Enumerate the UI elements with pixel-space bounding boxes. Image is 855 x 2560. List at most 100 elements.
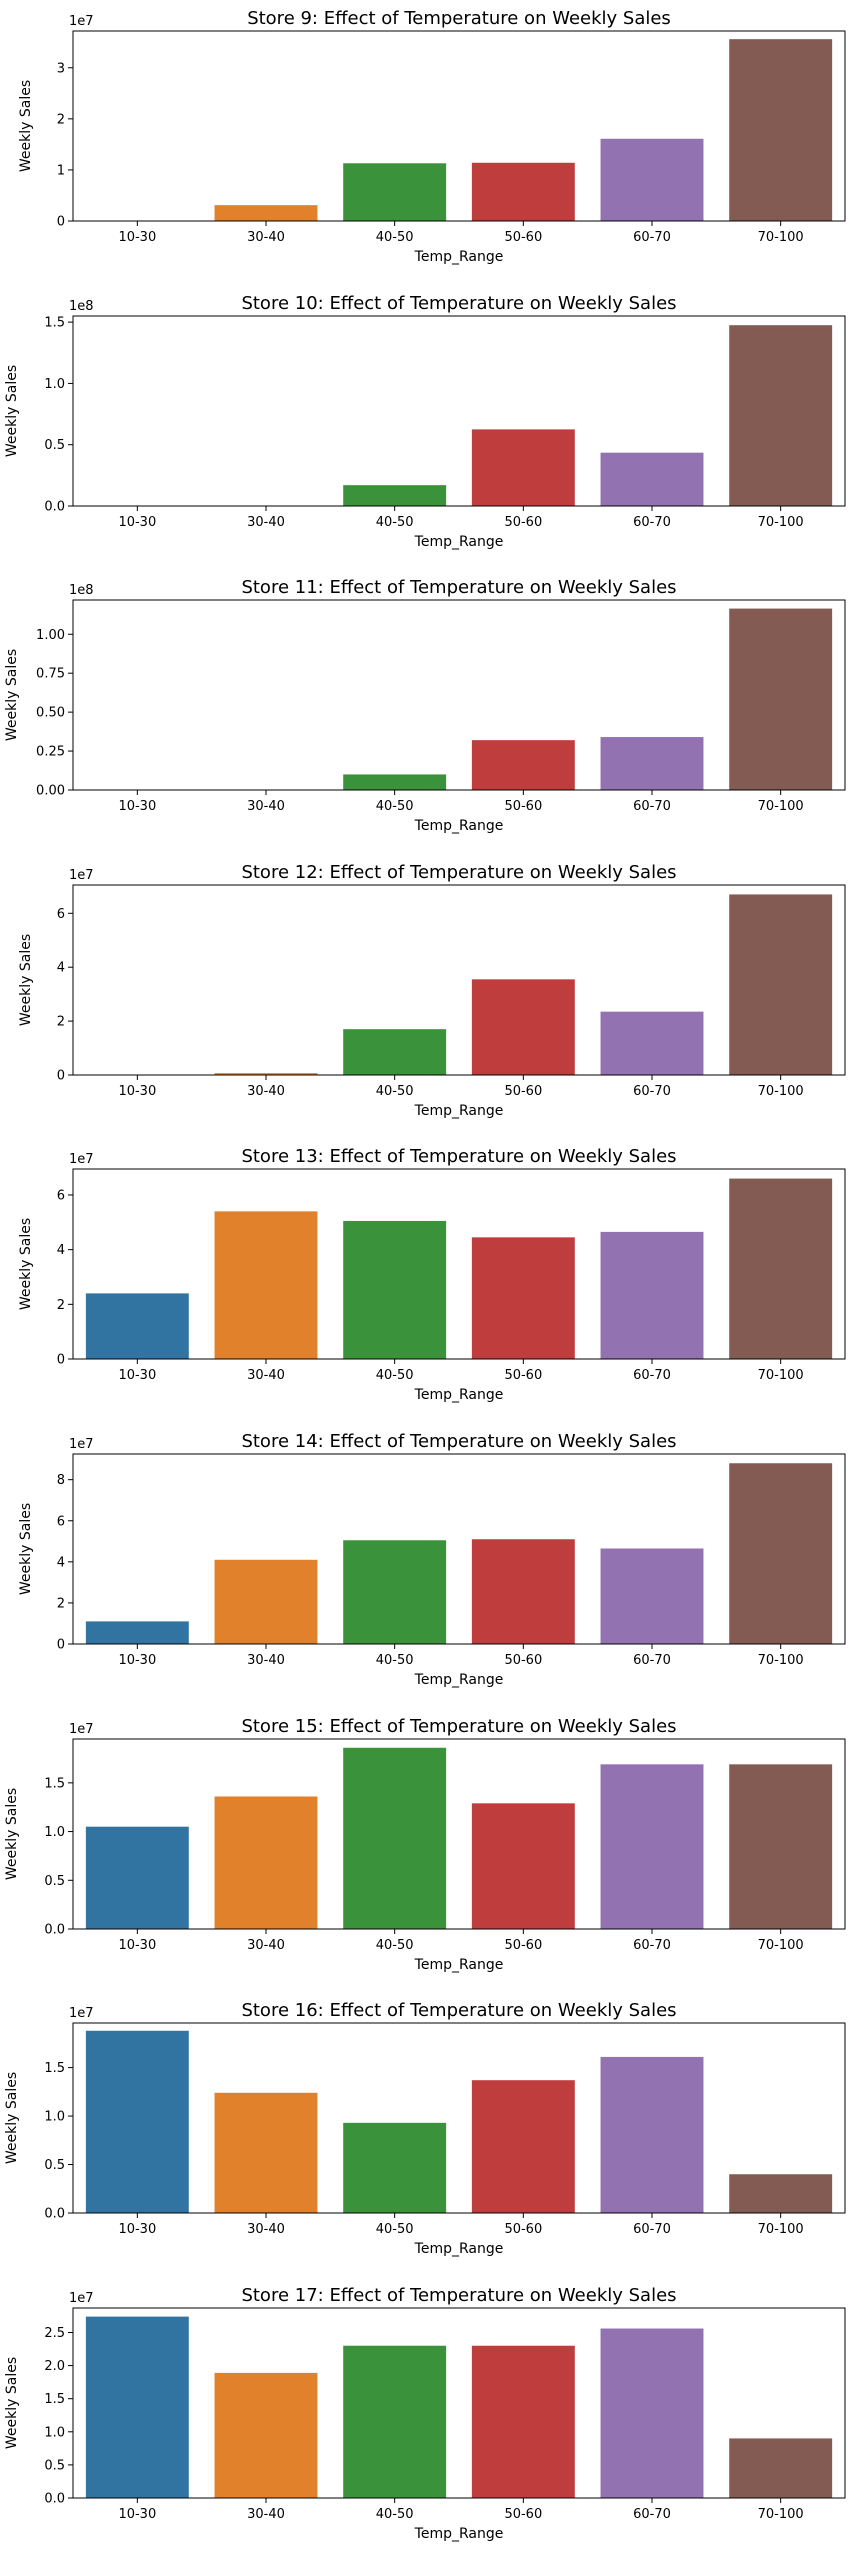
x-tick-label: 30-40 <box>247 515 285 530</box>
y-offset-label: 1e7 <box>69 1722 94 1737</box>
bar-40-50 <box>343 774 447 791</box>
bar-10-30 <box>85 2316 189 2498</box>
x-tick-label: 40-50 <box>376 2507 414 2522</box>
bar-60-70 <box>600 138 704 221</box>
y-tick-label: 2.0 <box>44 2359 65 2374</box>
bar-60-70 <box>600 737 704 791</box>
bar-50-60 <box>471 162 575 221</box>
plot-frame <box>72 599 846 791</box>
x-tick-label: 50-60 <box>504 2507 542 2522</box>
x-tick-label: 70-100 <box>758 515 804 530</box>
bar-70-100 <box>729 894 833 1075</box>
y-tick-label: 6 <box>57 1514 65 1529</box>
y-tick-label: 0.0 <box>44 2491 65 2506</box>
chart-title: Store 14: Effect of Temperature on Weekl… <box>241 1431 676 1452</box>
x-tick-label: 50-60 <box>504 515 542 530</box>
x-tick-label: 70-100 <box>758 2222 804 2237</box>
y-axis-label: Weekly Sales <box>4 2072 20 2164</box>
plot-frame <box>72 2022 846 2214</box>
y-tick-label: 1.5 <box>44 1776 65 1791</box>
x-tick-label: 10-30 <box>118 1084 156 1099</box>
y-tick-label: 0 <box>57 215 65 230</box>
bar-50-60 <box>471 1237 575 1360</box>
y-tick-label: 0.0 <box>44 499 65 514</box>
x-tick-label: 70-100 <box>758 230 804 245</box>
y-tick-label: 1.0 <box>44 1825 65 1840</box>
y-tick-label: 0.50 <box>36 706 65 721</box>
bar-50-60 <box>471 740 575 791</box>
x-tick-label: 50-60 <box>504 2222 542 2237</box>
x-axis-label: Temp_Range <box>414 2241 504 2257</box>
x-axis-label: Temp_Range <box>414 1957 504 1973</box>
bar-70-100 <box>729 1463 833 1644</box>
bar-40-50 <box>343 1221 447 1360</box>
bar-chart-store: Store 14: Effect of Temperature on Weekl… <box>18 1431 846 1688</box>
bar-chart-store: Store 11: Effect of Temperature on Weekl… <box>4 577 846 834</box>
bar-50-60 <box>471 2345 575 2498</box>
chart-title: Store 16: Effect of Temperature on Weekl… <box>241 2000 676 2021</box>
plot-frame <box>72 884 846 1076</box>
bar-60-70 <box>600 452 704 506</box>
y-tick-label: 0.00 <box>36 784 65 799</box>
bar-30-40 <box>214 2372 318 2498</box>
bar-40-50 <box>343 1028 447 1075</box>
y-tick-label: 2 <box>57 1596 65 1611</box>
x-tick-label: 60-70 <box>633 799 671 814</box>
bar-40-50 <box>343 1540 447 1644</box>
x-tick-label: 30-40 <box>247 230 285 245</box>
x-tick-label: 70-100 <box>758 1653 804 1668</box>
x-tick-label: 60-70 <box>633 1938 671 1953</box>
y-offset-label: 1e7 <box>69 1152 94 1167</box>
y-tick-label: 0.0 <box>44 2207 65 2222</box>
y-tick-label: 6 <box>57 1189 65 1204</box>
bar-chart-store: Store 13: Effect of Temperature on Weekl… <box>18 1146 846 1403</box>
bar-30-40 <box>214 2092 318 2214</box>
x-tick-label: 40-50 <box>376 230 414 245</box>
bar-60-70 <box>600 1548 704 1644</box>
y-tick-label: 2.5 <box>44 2326 65 2341</box>
y-tick-label: 0 <box>57 1353 65 1368</box>
x-tick-label: 40-50 <box>376 1368 414 1383</box>
x-tick-label: 10-30 <box>118 515 156 530</box>
bar-50-60 <box>471 1539 575 1644</box>
plot-frame <box>72 1738 846 1930</box>
y-axis-label: Weekly Sales <box>4 364 20 456</box>
chart-title: Store 9: Effect of Temperature on Weekly… <box>247 8 671 29</box>
y-tick-label: 0.5 <box>44 2458 65 2473</box>
x-tick-label: 50-60 <box>504 1938 542 1953</box>
y-tick-label: 2 <box>57 1014 65 1029</box>
y-tick-label: 1 <box>57 163 65 178</box>
y-axis-label: Weekly Sales <box>18 1218 34 1310</box>
chart-title: Store 15: Effect of Temperature on Weekl… <box>241 1716 676 1737</box>
bar-chart-store: Store 9: Effect of Temperature on Weekly… <box>18 8 846 265</box>
bar-70-100 <box>729 2174 833 2214</box>
y-tick-label: 2 <box>57 112 65 127</box>
y-tick-label: 1.5 <box>44 2392 65 2407</box>
x-tick-label: 50-60 <box>504 1084 542 1099</box>
x-tick-label: 30-40 <box>247 2507 285 2522</box>
plot-frame <box>72 2307 846 2499</box>
chart-title: Store 17: Effect of Temperature on Weekl… <box>241 2285 676 2306</box>
bar-50-60 <box>471 428 575 506</box>
y-offset-label: 1e7 <box>69 14 94 29</box>
y-tick-label: 0.75 <box>36 667 65 682</box>
bar-30-40 <box>214 1072 318 1075</box>
x-tick-label: 60-70 <box>633 515 671 530</box>
y-tick-label: 1.0 <box>44 2425 65 2440</box>
x-axis-label: Temp_Range <box>414 1672 504 1688</box>
y-tick-label: 1.5 <box>44 315 65 330</box>
x-axis-label: Temp_Range <box>414 2526 504 2542</box>
x-tick-label: 10-30 <box>118 1938 156 1953</box>
bar-60-70 <box>600 2057 704 2214</box>
bar-10-30 <box>85 1293 189 1360</box>
x-tick-label: 40-50 <box>376 515 414 530</box>
plot-frame <box>72 1168 846 1360</box>
x-tick-label: 30-40 <box>247 1368 285 1383</box>
y-axis-label: Weekly Sales <box>4 649 20 741</box>
bar-30-40 <box>214 1559 318 1644</box>
bar-chart-store: Store 16: Effect of Temperature on Weekl… <box>4 2000 846 2257</box>
y-axis-label: Weekly Sales <box>18 80 34 172</box>
bar-50-60 <box>471 979 575 1075</box>
x-axis-label: Temp_Range <box>414 1103 504 1119</box>
x-tick-label: 40-50 <box>376 799 414 814</box>
